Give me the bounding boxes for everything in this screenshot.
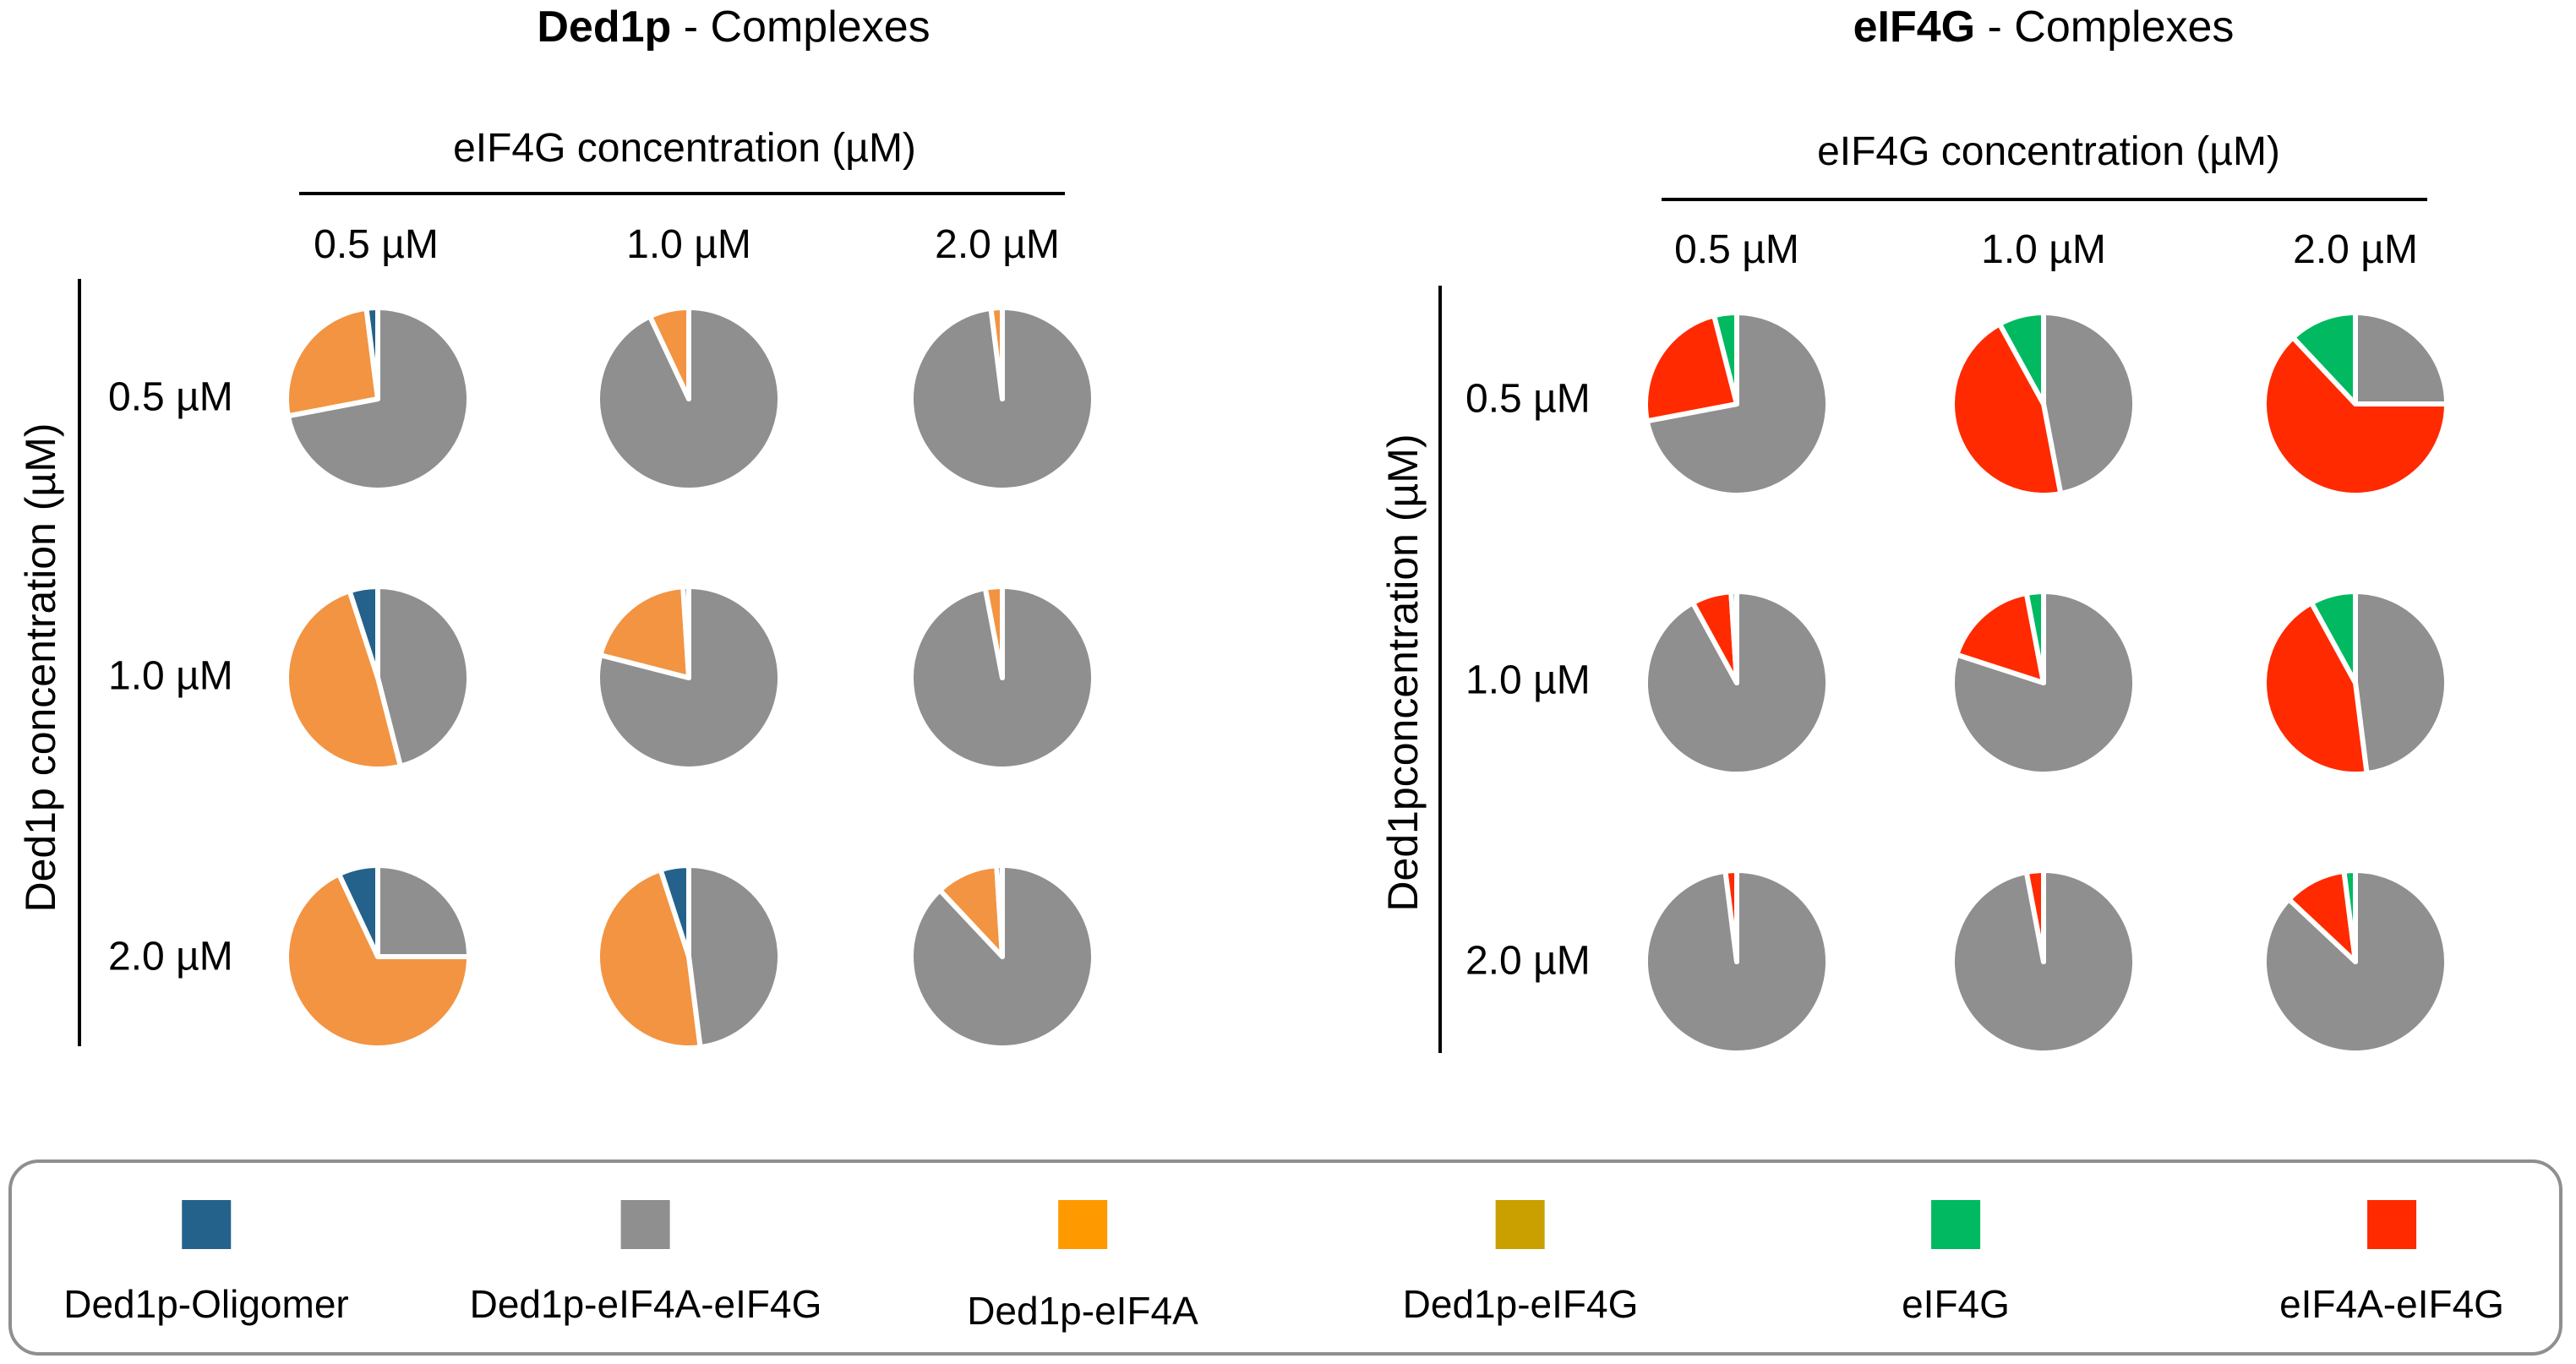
pie-slice-eif4g [2023, 589, 2046, 685]
pie-slice-ded1_4a_4g [2353, 589, 2449, 777]
legend-item-ded1p-eif4a: Ded1p-eIF4A [967, 1163, 1198, 1352]
legend-swatch [181, 1200, 231, 1249]
pie-slice-eif4g [2290, 310, 2358, 406]
pie-slice-oligomer [363, 305, 380, 401]
pie-chart [1643, 868, 1831, 1056]
pie-slice-oligomer [680, 584, 691, 680]
y-axis-title-right: Ded1pconcentration (µM) [1379, 434, 1427, 912]
pie-slice-eif4g [2341, 868, 2358, 964]
legend-label: eIF4G [1902, 1282, 2010, 1326]
pie-slice-eif4g [1711, 310, 1739, 406]
pie-slice-ded1_4a [284, 588, 403, 772]
pie-chart [2262, 310, 2449, 498]
panel-title-bold: Ded1p [537, 3, 672, 52]
pie-slice-ded1_4a_4g [2041, 310, 2137, 497]
legend-label: eIF4A-eIF4G [2279, 1282, 2504, 1326]
col-label: 0.5 µM [314, 222, 439, 267]
pie-slice-ded1_4a_4g [1950, 589, 2137, 777]
pie-chart [284, 305, 472, 493]
pie-chart [284, 863, 472, 1050]
col-label: 2.0 µM [935, 222, 1060, 267]
x-axis-title-right: eIF4G concentration (µM) [1817, 129, 2280, 174]
legend-swatch [621, 1200, 670, 1249]
pie-slice-ded1_4a [284, 305, 380, 419]
pie-chart [1643, 310, 1831, 498]
pie-chart [2262, 868, 2449, 1056]
x-axis-title-left: eIF4G concentration (µM) [453, 126, 916, 171]
row-label: 0.5 µM [1465, 376, 1591, 422]
pie-chart [2262, 589, 2449, 777]
pie-chart [1950, 589, 2137, 777]
col-label: 2.0 µM [2293, 227, 2418, 272]
pie-slice-eif4a_4g [2262, 600, 2370, 777]
pie-chart [1643, 589, 1831, 777]
col-label: 1.0 µM [1981, 227, 2106, 272]
pie-slice-ded1_4a [598, 584, 691, 680]
pie-chart [595, 305, 783, 493]
panel-title-rest: - Complexes [1975, 3, 2235, 52]
row-label: 1.0 µM [108, 653, 233, 699]
pie-chart [284, 584, 472, 772]
pie-slice-eif4g [2308, 589, 2358, 685]
legend-label: Ded1p-eIF4G [1402, 1282, 1639, 1326]
legend-swatch [1057, 1200, 1107, 1249]
legend-label: Ded1p-Oligomer [63, 1282, 349, 1326]
legend-swatch [1930, 1200, 1980, 1249]
pie-slice-ded1_4a [284, 871, 472, 1050]
pie-slice-eif4a_4g [1643, 313, 1739, 424]
pie-slice-eif4a_4g [1950, 321, 2064, 498]
col-label: 0.5 µM [1674, 227, 1799, 272]
row-label: 2.0 µM [1465, 938, 1591, 984]
pie-chart [595, 584, 783, 772]
row-label: 2.0 µM [108, 934, 233, 979]
legend-item-eif4a-eif4g: eIF4A-eIF4G [2279, 1163, 2504, 1352]
pie-slice-ded1_4a [988, 305, 1005, 401]
pie-chart [595, 863, 783, 1050]
pie-slice-eif4g [1728, 589, 1739, 685]
pie-slice-eif4a_4g [1722, 868, 1739, 964]
pie-slice-ded1_4a_4g [375, 863, 472, 959]
pie-chart [909, 863, 1096, 1050]
legend-item-eif4g: eIF4G [1902, 1163, 2010, 1352]
x-axis-line-left [299, 192, 1065, 195]
pie-slice-oligomer [347, 584, 380, 680]
panel-title-ded1p: Ded1p - Complexes [353, 2, 1114, 52]
legend-item-ded1p-eif4a-eif4g: Ded1p-eIF4A-eIF4G [469, 1163, 822, 1352]
panel-title-bold: eIF4G [1853, 3, 1976, 52]
pie-slice-ded1_4a_4g [375, 584, 472, 769]
legend-label: Ded1p-eIF4A [967, 1289, 1198, 1333]
row-label: 1.0 µM [1465, 657, 1591, 703]
legend-item-ded1p-eif4g: Ded1p-eIF4G [1402, 1163, 1639, 1352]
row-label: 0.5 µM [108, 374, 233, 420]
pie-slice-eif4g [1996, 310, 2046, 406]
y-axis-line-left [78, 279, 81, 1046]
legend-swatch [1495, 1200, 1545, 1249]
col-label: 1.0 µM [626, 222, 751, 267]
x-axis-line-right [1662, 198, 2427, 201]
legend-swatch [2367, 1200, 2416, 1249]
pie-chart [909, 584, 1096, 772]
panel-title-rest: - Complexes [671, 3, 931, 52]
panel-title-eif4g: eIF4G - Complexes [1663, 2, 2424, 52]
pie-slice-ded1_4a_4g [686, 863, 783, 1050]
pie-chart [1950, 868, 2137, 1056]
pie-slice-ded1_4a [982, 584, 1005, 680]
pie-slice-ded1_4a_4g [2353, 310, 2449, 406]
pie-slice-oligomer [994, 863, 1005, 959]
pie-slice-oligomer [336, 863, 380, 959]
y-axis-line-right [1438, 286, 1442, 1053]
pie-slice-ded1_4a_4g [595, 584, 783, 772]
legend: Ded1p-Oligomer Ded1p-eIF4A-eIF4G Ded1p-e… [8, 1159, 2562, 1356]
legend-label: Ded1p-eIF4A-eIF4G [469, 1282, 822, 1326]
pie-slice-eif4a_4g [2262, 335, 2449, 498]
pie-chart [909, 305, 1096, 493]
pie-slice-oligomer [658, 863, 691, 959]
pie-slice-ded1_4a [647, 305, 691, 401]
pie-chart [1950, 310, 2137, 498]
legend-item-ded1p-oligomer: Ded1p-Oligomer [63, 1163, 349, 1352]
y-axis-title-left: Ded1p concentration (µM) [17, 423, 64, 913]
pie-slice-eif4a_4g [1954, 590, 2046, 685]
pie-slice-eif4a_4g [2023, 868, 2046, 964]
